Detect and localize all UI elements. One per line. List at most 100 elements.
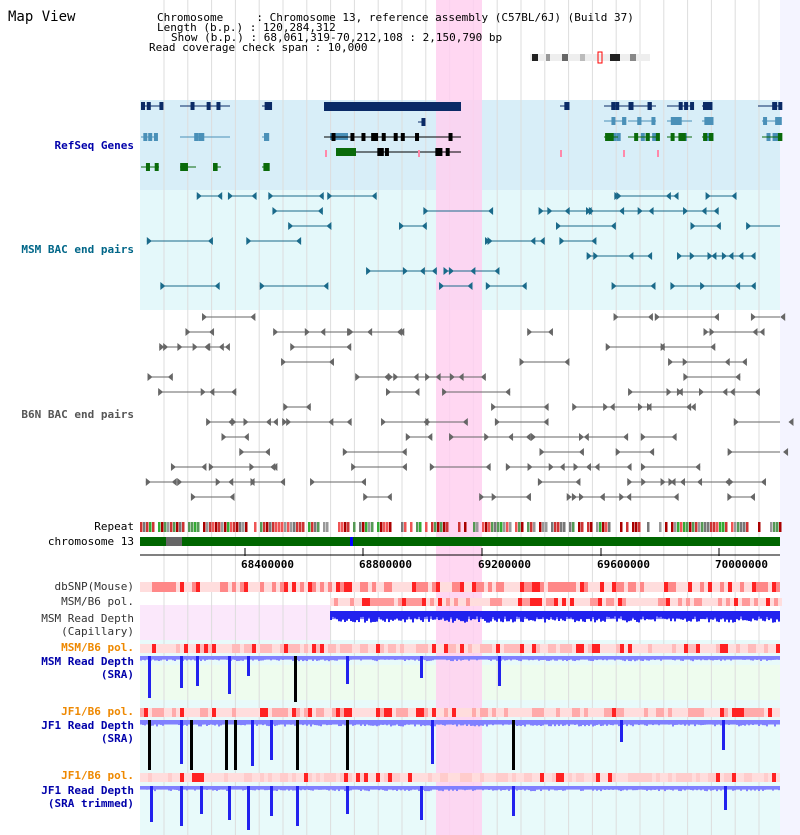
msm-capillary-depth-bar — [364, 611, 366, 623]
jf1-sra-depth-bar — [490, 720, 492, 724]
jf1-sra-depth-bar — [634, 720, 636, 723]
jf1-pol-cell — [412, 708, 416, 717]
jf1-pol2-cell — [580, 773, 584, 782]
jf1-trimmed-depth-bar — [172, 786, 174, 789]
track-label-jf1-b6-pol[interactable]: JF1/B6 pol. — [61, 706, 134, 718]
msm-sra-depth-bar — [270, 656, 272, 660]
jf1-trimmed-depth-bar — [764, 786, 766, 790]
msm-pol-heat-cell — [578, 598, 582, 606]
jf1-sra-depth-bar — [714, 720, 716, 726]
msm-sra-depth-bar — [174, 656, 176, 661]
msm-sra-pol-cell — [420, 644, 424, 653]
msm-sra-depth-bar — [558, 656, 560, 659]
track-label-msm-b6-pol[interactable]: MSM/B6 pol. — [61, 596, 134, 608]
jf1-pol2-cell — [744, 773, 748, 782]
repeat-element — [299, 522, 302, 532]
track-label-jf1-b6-pol-2[interactable]: JF1/B6 pol. — [61, 770, 134, 782]
msm-sra-depth-spike — [294, 656, 297, 702]
jf1-trimmed-depth-bar — [504, 786, 506, 790]
jf1-trimmed-depth-bar — [558, 786, 560, 790]
jf1-sra-depth-bar — [214, 720, 216, 725]
repeat-element — [365, 522, 368, 532]
msm-sra-pol-cell — [304, 644, 308, 653]
dbsnp-heat-cell — [740, 582, 744, 592]
dbsnp-heat-cell — [676, 582, 680, 592]
msm-sra-depth-bar — [458, 656, 460, 659]
msm-capillary-depth-bar — [628, 611, 630, 621]
jf1-pol-cell — [772, 708, 776, 717]
jf1-trimmed-depth-bar — [424, 786, 426, 791]
msm-pol-heat-cell — [338, 598, 342, 606]
msm-sra-depth-bar — [342, 656, 344, 659]
msm-capillary-depth-bar — [658, 611, 660, 617]
jf1-sra-depth-bar — [478, 720, 480, 726]
msm-sra-depth-bar — [552, 656, 554, 659]
jf1-pol2-cell — [280, 773, 284, 782]
msm-capillary-depth-bar — [400, 611, 402, 621]
msm-sra-pol-cell — [668, 644, 672, 653]
jf1-sra-depth-bar — [568, 720, 570, 726]
track-label-repeat[interactable]: Repeat — [94, 521, 134, 533]
jf1-sra-depth-bar — [198, 720, 200, 726]
track-label-msm-b6-pol-sra[interactable]: MSM/B6 pol. — [61, 642, 134, 654]
track-label-chromosome[interactable]: chromosome 13 — [48, 536, 134, 548]
msm-sra-pol-cell — [176, 644, 180, 653]
jf1-pol2-cell — [156, 773, 160, 782]
gene-exon — [141, 102, 145, 110]
gene-exon — [605, 133, 609, 141]
jf1-trimmed-depth-bar — [544, 786, 546, 789]
track-label-msm-bac[interactable]: MSM BAC end pairs — [21, 244, 134, 256]
gene-exon — [634, 133, 638, 141]
msm-pol-heat-cell — [342, 598, 346, 606]
dbsnp-heat-cell — [516, 582, 520, 592]
track-label-refseq[interactable]: RefSeq Genes — [55, 140, 134, 152]
track-label-msm-depth-capillary[interactable]: MSM Read Depth — [41, 613, 134, 625]
repeat-element — [230, 522, 233, 532]
track-label-msm-depth-sra[interactable]: MSM Read Depth — [41, 656, 134, 668]
track-label-b6n-bac[interactable]: B6N BAC end pairs — [21, 409, 134, 421]
jf1-pol-cell — [640, 708, 644, 717]
jf1-sra-depth-bar — [302, 720, 304, 725]
repeat-element — [563, 522, 566, 532]
msm-sra-depth-bar — [300, 656, 302, 660]
repeat-element — [545, 522, 548, 532]
jf1-sra-depth-bar — [688, 720, 690, 726]
jf1-sra-depth-spike — [148, 720, 151, 770]
msm-sra-pol-cell — [204, 644, 208, 653]
jf1-pol2-cell — [752, 773, 756, 782]
repeat-element — [287, 522, 290, 532]
jf1-sra-depth-bar — [362, 720, 364, 724]
track-label-dbsnp[interactable]: dbSNP(Mouse) — [55, 581, 134, 593]
msm-sra-depth-bar — [378, 656, 380, 660]
msm-sra-depth-bar — [158, 656, 160, 661]
dbsnp-heat-cell — [332, 582, 336, 592]
jf1-pol2-cell — [404, 773, 408, 782]
jf1-pol-cell — [200, 708, 204, 717]
gene-exon — [630, 102, 634, 110]
dbsnp-heat-cell — [484, 582, 488, 592]
jf1-sra-depth-bar — [240, 720, 242, 725]
msm-sra-pol-cell — [748, 644, 752, 653]
jf1-trimmed-depth-bar — [520, 786, 522, 790]
dbsnp-heat-cell — [216, 582, 220, 592]
msm-pol-heat-cell — [738, 598, 742, 606]
jf1-pol-cell — [476, 708, 480, 717]
msm-capillary-depth-bar — [656, 611, 658, 616]
jf1-sra-depth-bar — [286, 720, 288, 724]
jf1-pol2-cell — [192, 773, 196, 782]
msm-sra-depth-bar — [200, 656, 202, 661]
jf1-sra-depth-bar — [366, 720, 368, 724]
dbsnp-heat-cell — [508, 582, 512, 592]
msm-capillary-depth-bar — [676, 611, 678, 618]
jf1-pol-cell — [528, 708, 532, 717]
jf1-trimmed-depth-bar — [500, 786, 502, 791]
jf1-pol2-cell — [388, 773, 392, 782]
track-label-jf1-depth-trimmed[interactable]: JF1 Read Depth — [41, 785, 134, 797]
track-label-jf1-depth-sra[interactable]: JF1 Read Depth — [41, 720, 134, 732]
msm-sra-depth-bar — [718, 656, 720, 660]
jf1-sra-depth-bar — [300, 720, 302, 724]
jf1-sra-depth-bar — [498, 720, 500, 724]
jf1-trimmed-depth-bar — [386, 786, 388, 791]
gene-exon — [778, 117, 782, 125]
jf1-sra-depth-bar — [746, 720, 748, 724]
